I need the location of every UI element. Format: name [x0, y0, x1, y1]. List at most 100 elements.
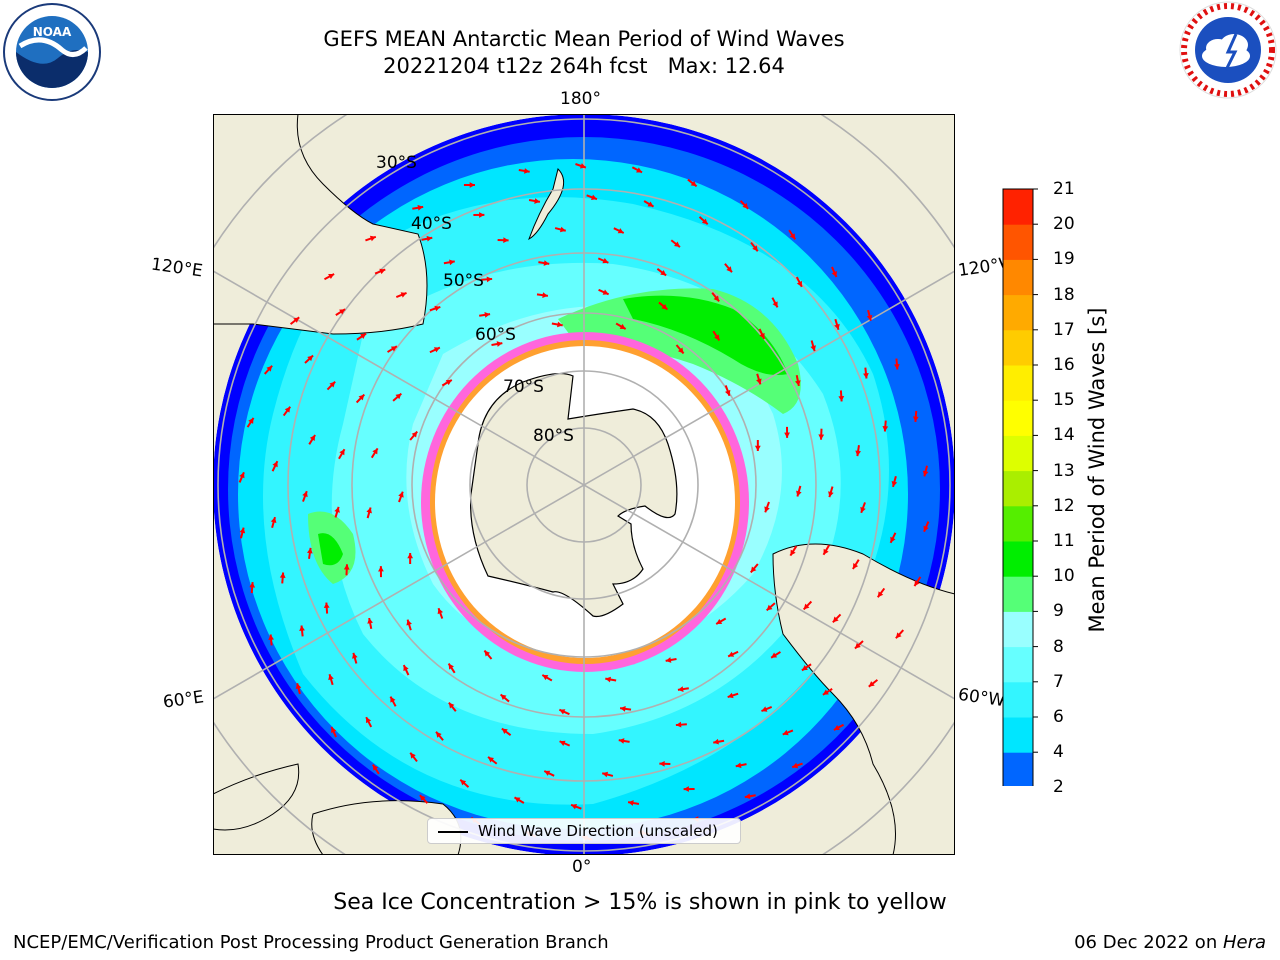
- colorbar-tick-label: 14: [1053, 425, 1075, 446]
- wind-arrow-head: [372, 764, 379, 771]
- wind-arrow-head: [542, 292, 548, 298]
- wind-arrow-head: [395, 393, 402, 400]
- wind-arrow-head: [449, 259, 455, 266]
- colorbar-tick-label: 10: [1053, 566, 1075, 587]
- wind-arrow-head: [433, 347, 440, 353]
- wind-arrow-head: [828, 491, 834, 498]
- colorbar-segment: [1003, 541, 1033, 577]
- wind-arrow-head: [239, 527, 246, 534]
- wind-arrow-head: [882, 426, 889, 432]
- wind-arrow-head: [852, 563, 859, 570]
- wind-arrow-head: [792, 762, 799, 769]
- wind-arrow-head: [500, 694, 507, 701]
- colorbar-segment: [1003, 329, 1033, 366]
- colorbar-segment: [1003, 576, 1033, 612]
- lat-label-30s: 30°S: [376, 153, 417, 173]
- wind-arrow-head: [366, 507, 372, 514]
- wind-arrow-head: [496, 341, 503, 347]
- colorbar-tick-label: 8: [1053, 636, 1064, 657]
- wind-arrow-head: [329, 381, 336, 388]
- wind-arrow-head: [295, 683, 302, 690]
- wind-arrow-head: [833, 724, 840, 731]
- wind-arrow-head: [877, 591, 884, 598]
- colorbar-segment: [1003, 611, 1033, 648]
- colorbar-tick-label: 12: [1053, 495, 1075, 516]
- wind-arrow-head: [810, 345, 816, 352]
- wind-arrow-head: [660, 269, 667, 276]
- wind-arrow-head: [894, 364, 900, 370]
- wind-arrow-head: [484, 312, 491, 318]
- colorbar-segment: [1003, 646, 1033, 683]
- colorbar-segment: [1003, 470, 1033, 507]
- colorbar: [1002, 188, 1038, 786]
- lon-label-60w: 60°W: [956, 684, 1007, 712]
- wind-arrow-head: [406, 619, 412, 626]
- wind-arrow-head: [838, 395, 845, 402]
- wind-arrow-head: [369, 235, 376, 242]
- wind-arrow-head: [866, 314, 873, 321]
- wind-arrow-head: [796, 490, 802, 497]
- chart-title: GEFS MEAN Antarctic Mean Period of Wind …: [323, 27, 845, 51]
- wind-arrow-head: [268, 634, 274, 640]
- lat-label-70s: 70°S: [503, 377, 544, 397]
- wind-arrow-head: [343, 564, 350, 570]
- wind-arrow-head: [823, 548, 829, 555]
- nws-logo: [1179, 1, 1277, 99]
- wind-arrow-head: [514, 797, 521, 803]
- wind-wave-arrows: [238, 163, 930, 841]
- footer-date-text: 06 Dec 2022 on: [1074, 932, 1223, 953]
- footer-credit: NCEP/EMC/Verification Post Processing Pr…: [13, 932, 609, 953]
- wind-arrow-head: [479, 212, 485, 218]
- wind-arrow-head: [724, 389, 731, 396]
- wind-arrow-head: [331, 727, 337, 734]
- wind-arrow-head: [390, 696, 396, 703]
- wind-arrow-head: [484, 650, 491, 657]
- wind-arrow-head: [486, 276, 493, 283]
- wind-arrow-head: [714, 334, 720, 341]
- colorbar-tick-label: 2: [1053, 777, 1064, 798]
- wind-arrow-head: [248, 417, 254, 424]
- wind-arrow-head: [524, 168, 530, 174]
- wind-arrow-head: [831, 270, 837, 277]
- wind-arrow-head: [419, 795, 426, 802]
- wind-arrow-head: [437, 608, 444, 615]
- wind-arrow-head: [488, 756, 494, 763]
- wind-arrow-head: [922, 470, 929, 477]
- wind-arrow-head: [379, 268, 386, 275]
- wind-arrow-head: [677, 686, 684, 692]
- wind-arrow-head: [445, 379, 452, 386]
- wind-arrow-head: [272, 461, 278, 468]
- wind-arrow-head: [863, 372, 869, 379]
- caption: Sea Ice Concentration > 15% is shown in …: [333, 890, 947, 915]
- colorbar-tick-label: 21: [1053, 179, 1075, 199]
- lat-label-40s: 40°S: [411, 214, 452, 234]
- colorbar-tick-label: 16: [1053, 355, 1075, 375]
- wind-arrow-head: [328, 674, 334, 681]
- wind-arrow-head: [784, 432, 790, 438]
- colorbar-segment: [1003, 294, 1033, 331]
- wind-arrow-head: [448, 663, 454, 670]
- wind-arrow-head: [727, 692, 734, 699]
- wind-arrow-head: [334, 506, 340, 513]
- wind-arrow-head: [284, 406, 291, 413]
- wind-arrow-head: [914, 580, 920, 587]
- wind-arrow-head: [647, 201, 654, 207]
- wind-arrow-head: [761, 706, 768, 712]
- wind-arrow-head: [832, 616, 839, 623]
- wind-arrow-head: [675, 721, 682, 728]
- colorbar-tick-label: 11: [1053, 531, 1075, 551]
- wind-arrow-head: [619, 323, 626, 329]
- wind-arrow-head: [266, 365, 273, 372]
- wind-arrow-head: [661, 303, 668, 310]
- wind-arrow-head: [912, 416, 919, 422]
- wind-arrow-head: [713, 738, 719, 745]
- footer-machine: Hera: [1222, 932, 1266, 953]
- wind-arrow-head: [728, 651, 735, 657]
- wind-arrow-head: [339, 449, 345, 456]
- colorbar-tick-label: 18: [1053, 284, 1075, 305]
- colorbar-segment: [1003, 435, 1033, 472]
- wind-arrow-head: [299, 625, 305, 632]
- noaa-logo-text: NOAA: [33, 25, 72, 39]
- wind-arrow-head: [400, 292, 407, 298]
- wind-arrow-head: [403, 665, 409, 672]
